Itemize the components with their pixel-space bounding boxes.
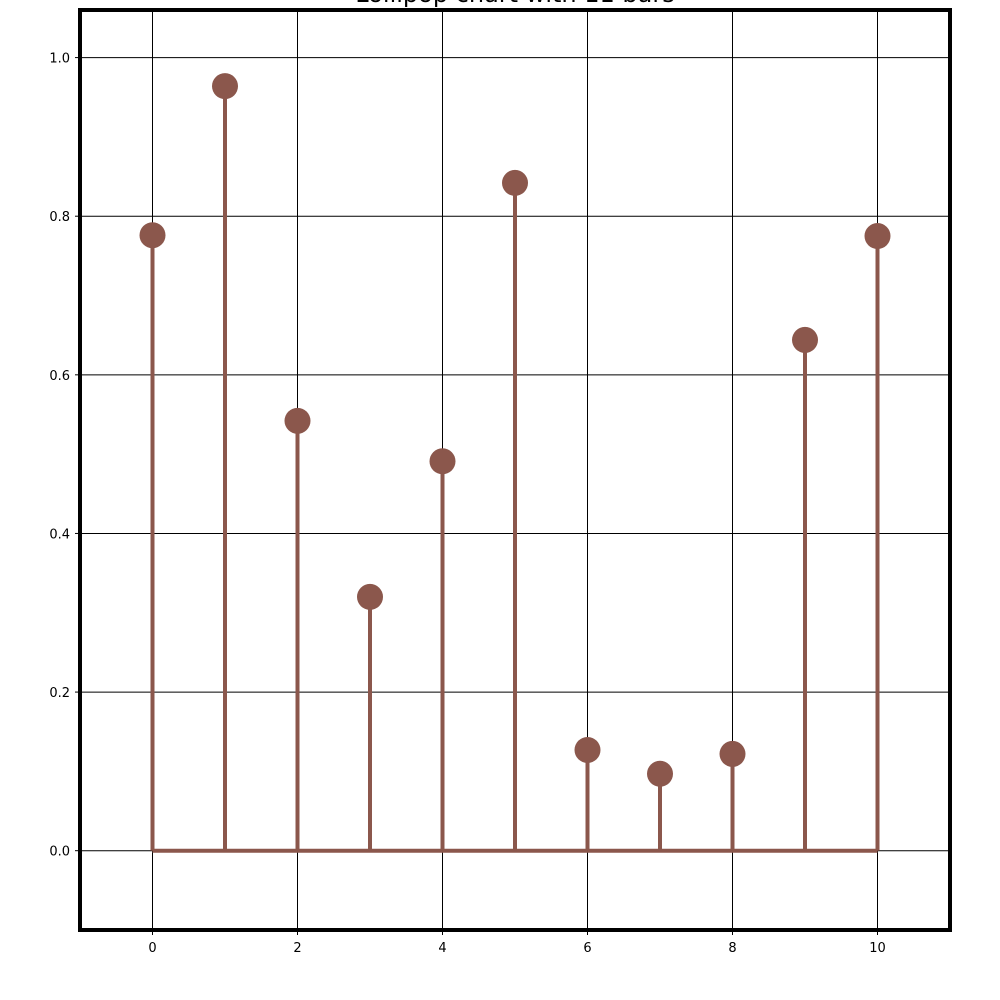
x-axis-ticks: 0 2 4 6 8 10 bbox=[148, 930, 886, 956]
marker-3 bbox=[357, 583, 383, 610]
y-tick-label: 0.8 bbox=[49, 210, 70, 225]
plot-frame bbox=[78, 8, 952, 932]
y-tick-label: 0.0 bbox=[49, 845, 70, 860]
y-tick-label: 1.0 bbox=[49, 52, 70, 67]
y-tick-label: 0.6 bbox=[49, 369, 70, 384]
x-tick-label: 4 bbox=[438, 941, 446, 956]
x-tick-label: 2 bbox=[293, 941, 301, 956]
marker-0 bbox=[139, 222, 166, 249]
y-tick-label: 0.4 bbox=[49, 527, 70, 542]
marker-1 bbox=[212, 73, 238, 100]
stems bbox=[150, 86, 880, 851]
marker-6 bbox=[574, 736, 601, 763]
marker-4 bbox=[429, 448, 456, 475]
y-tick-label: 0.2 bbox=[49, 686, 70, 701]
x-tick-label: 0 bbox=[148, 941, 156, 956]
marker-2 bbox=[284, 407, 311, 434]
x-tick-label: 8 bbox=[728, 941, 736, 956]
x-tick-label: 6 bbox=[583, 941, 591, 956]
marker-8 bbox=[719, 740, 746, 767]
marker-10 bbox=[864, 223, 891, 250]
marker-7 bbox=[647, 760, 673, 787]
marker-9 bbox=[792, 326, 818, 353]
marker-5 bbox=[502, 169, 528, 196]
x-tick-label: 10 bbox=[869, 941, 886, 956]
y-axis-ticks: 0.0 0.2 0.4 0.6 0.8 1.0 bbox=[49, 52, 80, 860]
markers bbox=[139, 73, 891, 787]
chart-title: Lollipop chart with 11 bars bbox=[355, 0, 674, 8]
